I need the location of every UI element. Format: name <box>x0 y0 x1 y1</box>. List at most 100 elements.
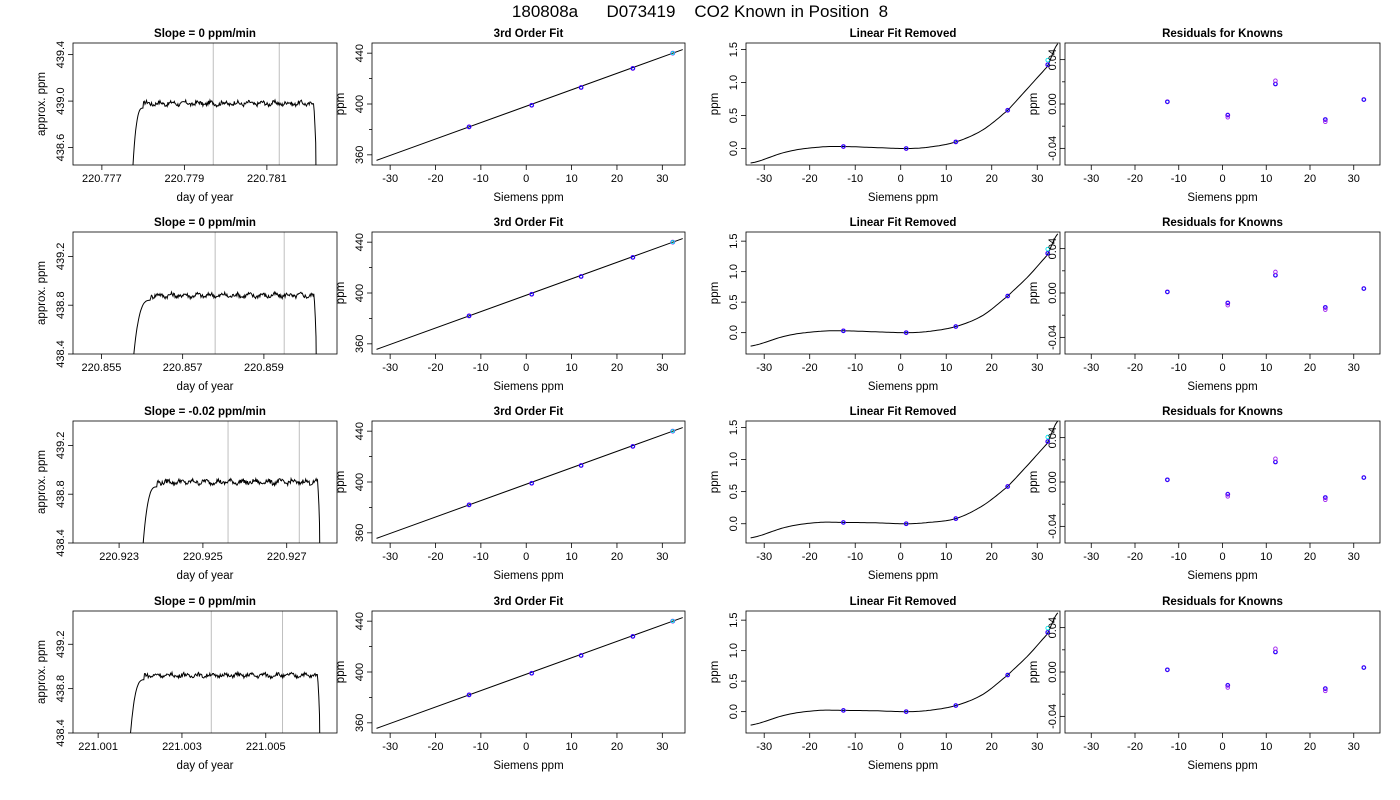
known-point <box>670 619 675 624</box>
known-point <box>841 328 846 333</box>
known-point <box>953 324 958 329</box>
x-axis-label: Siemens ppm <box>1187 760 1257 772</box>
res-xtick-label: 30 <box>1348 741 1360 753</box>
res-xtick-label: -30 <box>1083 173 1099 185</box>
y-axis-label: ppm <box>1028 282 1040 304</box>
doy-xtick-label: 221.005 <box>246 741 286 753</box>
known-point <box>630 66 635 71</box>
concentration-trace <box>142 476 321 543</box>
known-point <box>670 240 675 245</box>
fit-xtick-label: -20 <box>428 741 444 753</box>
residual-point <box>1323 117 1328 122</box>
lin-title: Linear Fit Removed <box>850 406 957 418</box>
lin-xtick-label: 20 <box>986 362 998 374</box>
plot-frame <box>371 231 686 355</box>
y-axis-label: ppm <box>1028 661 1040 683</box>
lin-xtick-label: 30 <box>1031 362 1043 374</box>
res-xtick-label: 20 <box>1304 362 1316 374</box>
fit-xtick-label: -10 <box>473 551 489 563</box>
res-xtick-label: 10 <box>1260 173 1272 185</box>
fit-ytick-label: 400 <box>354 284 366 302</box>
res-ytick-label: 0.00 <box>1047 282 1059 303</box>
doy-xtick-label: 220.925 <box>183 551 223 563</box>
residual-curve <box>750 612 1059 726</box>
lin-ytick-label: 1.0 <box>728 264 740 279</box>
doy-ytick-label: 439.0 <box>55 87 67 115</box>
lin-xtick-label: -30 <box>756 741 772 753</box>
fit-title: 3rd Order Fit <box>494 217 564 229</box>
residual-point <box>1225 492 1230 497</box>
res-ytick-label: 0.04 <box>1047 427 1059 448</box>
y-axis-label: approx. ppm <box>36 450 48 514</box>
x-axis-label: Siemens ppm <box>493 570 563 582</box>
lin-title: Linear Fit Removed <box>850 217 957 229</box>
fit-xtick-label: 0 <box>523 173 529 185</box>
known-point <box>579 463 584 468</box>
known-point <box>841 708 846 713</box>
known-point <box>904 146 909 151</box>
lin-ytick-label: 0.0 <box>728 141 740 156</box>
y-axis-label: ppm <box>1028 93 1040 115</box>
residual-point <box>1323 495 1328 500</box>
known-point <box>1005 484 1010 489</box>
y-axis-label: approx. ppm <box>36 640 48 704</box>
residual-point <box>1323 307 1328 312</box>
plot-frame <box>72 42 338 166</box>
doy-ytick-label: 438.8 <box>55 675 67 703</box>
lin-xtick-label: -20 <box>802 741 818 753</box>
fit-xtick-label: 30 <box>656 173 668 185</box>
fit-ytick-label: 400 <box>354 95 366 113</box>
residual-point <box>1225 683 1230 688</box>
lin-xtick-label: -30 <box>756 173 772 185</box>
doy-ytick-label: 438.8 <box>55 480 67 508</box>
residual-point <box>1165 289 1170 294</box>
lin-xtick-label: 0 <box>898 741 904 753</box>
lin-ytick-label: 0.0 <box>728 516 740 531</box>
doy-xtick-label: 220.923 <box>99 551 139 563</box>
known-point <box>1045 62 1050 67</box>
lin-title: Linear Fit Removed <box>850 28 957 40</box>
lin-xtick-label: 0 <box>898 551 904 563</box>
lin-xtick-label: 30 <box>1031 173 1043 185</box>
doy-xtick-label: 221.003 <box>162 741 202 753</box>
known-point <box>1045 434 1050 440</box>
res-ytick-label: -0.04 <box>1047 325 1059 350</box>
concentration-trace <box>133 290 317 354</box>
known-point <box>1005 294 1010 299</box>
known-point <box>953 516 958 521</box>
residual-point <box>1361 286 1366 291</box>
x-axis-label: Siemens ppm <box>868 570 938 582</box>
plot-frame <box>72 420 338 544</box>
lin-xtick-label: 10 <box>940 362 952 374</box>
lin-xtick-label: -20 <box>802 551 818 563</box>
known-point <box>904 330 909 335</box>
res-ytick-label: 0.00 <box>1047 471 1059 492</box>
fit-xtick-label: 20 <box>611 173 623 185</box>
lin-ytick-label: 0.5 <box>728 295 740 310</box>
residual-curve <box>750 233 1059 347</box>
res-ytick-label: -0.04 <box>1047 514 1059 539</box>
fit-ytick-label: 400 <box>354 663 366 681</box>
res-ytick-label: 0.00 <box>1047 661 1059 682</box>
known-point <box>670 51 675 56</box>
x-axis-label: Siemens ppm <box>493 381 563 393</box>
known-point <box>529 103 534 108</box>
known-point <box>953 703 958 708</box>
fit-ytick-label: 360 <box>354 335 366 353</box>
res-xtick-label: -30 <box>1083 741 1099 753</box>
plot-frame <box>1064 42 1381 166</box>
doy-xtick-label: 220.859 <box>244 362 284 374</box>
lin-ytick-label: 0.5 <box>728 108 740 123</box>
y-axis-label: ppm <box>709 471 721 493</box>
known-point <box>1045 439 1050 444</box>
slope-title: Slope = -0.02 ppm/min <box>144 406 266 418</box>
known-point <box>579 274 584 279</box>
lin-xtick-label: -10 <box>847 551 863 563</box>
known-point <box>1005 673 1010 678</box>
fit-xtick-label: -20 <box>428 362 444 374</box>
res-xtick-label: -20 <box>1127 173 1143 185</box>
plot-frame <box>1064 231 1381 355</box>
plot-frame <box>371 610 686 734</box>
known-point <box>841 144 846 149</box>
res-xtick-label: 30 <box>1348 173 1360 185</box>
